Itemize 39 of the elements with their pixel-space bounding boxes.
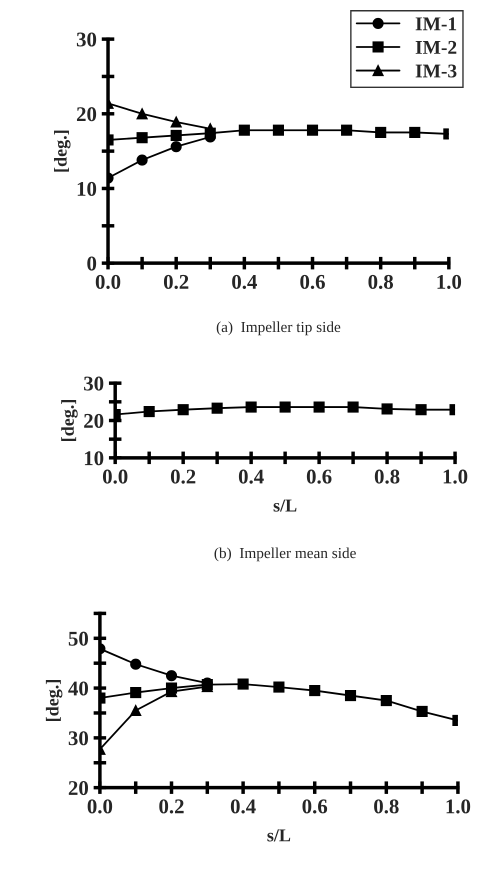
x-tick-label: 0.8	[368, 274, 394, 290]
y-tick-label: 10	[78, 182, 96, 196]
y-axis-title: [deg.]	[54, 130, 71, 172]
x-tick-label: 0.2	[170, 470, 196, 484]
y-tick-label: 0	[87, 256, 96, 271]
y-tick-label: 30	[84, 376, 104, 391]
x-tick-label: 0.4	[232, 274, 257, 290]
x-tick-label: 0.4	[238, 470, 264, 484]
y-axis-title: [deg.]	[46, 680, 62, 721]
x-tick-label: 0.2	[159, 799, 184, 814]
x-tick-label: 0.8	[374, 470, 400, 484]
y-axis-title: [deg.]	[61, 400, 78, 441]
x-tick-label: 1.0	[444, 470, 468, 484]
legend-label: IM-1	[416, 17, 456, 30]
x-tick-label: 0.6	[302, 799, 328, 814]
y-tick-label: 20	[84, 414, 104, 428]
y-tick-label: 20	[76, 107, 96, 122]
y-tick-label: 50	[68, 632, 88, 646]
x-tick-label: 1.0	[437, 274, 462, 290]
x-axis-title: s/L	[267, 829, 290, 842]
x-tick-label: 0.6	[300, 274, 325, 290]
x-tick-label: 0.0	[96, 274, 120, 290]
x-tick-label: 0.8	[374, 799, 399, 814]
legend-label: IM-2	[416, 40, 456, 54]
legend-label: IM-3	[416, 64, 456, 78]
x-axis-title: s/L	[274, 500, 296, 512]
text: (b) Impeller mean side	[214, 547, 356, 562]
x-tick-label: 0.0	[102, 470, 128, 484]
x-tick-label: 0.6	[306, 470, 332, 484]
text: (a) Impeller tip side	[216, 321, 340, 336]
x-tick-label: 0.2	[164, 274, 188, 290]
x-tick-label: 0.0	[88, 799, 112, 814]
y-tick-label: 20	[68, 781, 88, 796]
x-tick-label: 1.0	[446, 799, 470, 814]
y-tick-label: 10	[84, 451, 104, 466]
x-tick-label: 0.4	[230, 799, 256, 814]
y-tick-label: 30	[76, 32, 96, 47]
y-tick-label: 30	[68, 731, 88, 746]
y-tick-label: 40	[68, 681, 88, 696]
